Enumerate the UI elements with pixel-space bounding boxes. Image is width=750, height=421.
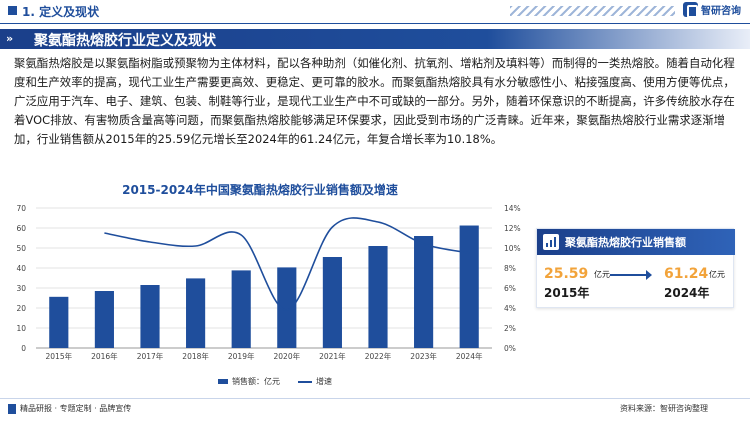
legend-line-label: 增速 xyxy=(316,377,332,386)
top-bar: 1. 定义及现状 智研咨询 xyxy=(0,0,750,24)
arrow-right-icon xyxy=(610,270,652,280)
section-square-icon xyxy=(8,6,17,15)
decorative-stripes xyxy=(510,6,675,16)
left-axis-tick-label: 60 xyxy=(16,224,26,233)
right-axis-tick-label: 2% xyxy=(504,324,516,333)
intro-paragraph: 聚氨酯热熔胶是以聚氨酯树脂或预聚物为主体材料，配以各种助剂（如催化剂、抗氧剂、增… xyxy=(14,56,735,146)
x-axis-tick-label: 2024年 xyxy=(456,351,483,361)
right-axis-tick-label: 10% xyxy=(504,244,521,253)
right-axis-tick-label: 12% xyxy=(504,224,521,233)
footer-divider xyxy=(0,398,750,399)
x-axis-tick-label: 2023年 xyxy=(410,351,437,361)
bar-chart-icon xyxy=(543,234,559,250)
left-axis-tick-label: 0 xyxy=(21,344,26,353)
x-axis-tick-label: 2017年 xyxy=(137,351,164,361)
left-axis-tick-label: 50 xyxy=(16,244,26,253)
chart-legend: 销售额：亿元 增速 xyxy=(218,376,332,387)
x-axis-tick-label: 2018年 xyxy=(182,351,209,361)
left-axis-tick-label: 70 xyxy=(16,204,26,213)
x-axis-tick-label: 2015年 xyxy=(46,351,73,361)
end-unit: 亿元 xyxy=(709,270,725,279)
start-year: 2015年 xyxy=(544,286,590,300)
legend-line-swatch xyxy=(298,380,312,383)
right-axis-tick-label: 6% xyxy=(504,284,516,293)
bar xyxy=(94,291,114,348)
right-axis-tick-label: 4% xyxy=(504,304,516,313)
chevron-icon: » xyxy=(6,32,14,45)
x-axis-tick-label: 2016年 xyxy=(91,351,118,361)
sales-summary-card: 聚氨酯热熔胶行业销售额 xyxy=(536,228,735,308)
footer-tagline: 精品研报 · 专题定制 · 品牌宣传 xyxy=(20,404,132,413)
start-unit: 亿元 xyxy=(594,270,610,279)
card-title: 聚氨酯热熔胶行业销售额 xyxy=(565,236,686,249)
end-year: 2024年 xyxy=(664,286,710,300)
right-axis-tick-label: 14% xyxy=(504,204,521,213)
end-value: 61.24 xyxy=(664,266,709,282)
x-axis-tick-label: 2021年 xyxy=(319,351,346,361)
bar xyxy=(459,225,479,348)
right-axis-tick-label: 0% xyxy=(504,344,516,353)
bar xyxy=(231,270,251,348)
page-title: 聚氨酯热熔胶行业定义及现状 xyxy=(34,33,216,49)
footer-source: 资料来源：智研咨询整理 xyxy=(620,404,708,413)
bar xyxy=(322,257,342,348)
right-axis-tick-label: 8% xyxy=(504,264,516,273)
card-header: 聚氨酯热熔胶行业销售额 xyxy=(537,229,735,255)
bar xyxy=(49,296,69,348)
bar xyxy=(368,246,388,348)
growth-rate-line xyxy=(104,217,470,311)
brand-logo: 智研咨询 xyxy=(683,2,741,18)
title-banner: » 聚氨酯热熔胶行业定义及现状 xyxy=(0,29,750,49)
start-value: 25.59 xyxy=(544,266,589,282)
bar xyxy=(277,267,297,348)
sales-chart: 0 10 20 30 40 50 60 70 0% 2% 4% 6% 8% 10% 12% 14% 2015年 2… xyxy=(16,204,521,361)
brand-logo-text: 智研咨询 xyxy=(701,6,741,17)
legend-bar-swatch xyxy=(218,379,228,384)
brand-logo-icon xyxy=(683,2,698,18)
left-axis-tick-label: 30 xyxy=(16,284,26,293)
left-axis-tick-label: 40 xyxy=(16,264,26,273)
left-axis-tick-label: 20 xyxy=(16,304,26,313)
footer-marker-icon xyxy=(8,404,16,414)
chart-title: 2015-2024年中国聚氨酯热熔胶行业销售额及增速 xyxy=(122,183,398,197)
x-axis-tick-label: 2019年 xyxy=(228,351,255,361)
left-axis-tick-label: 10 xyxy=(16,324,26,333)
x-axis-tick-label: 2020年 xyxy=(274,351,301,361)
x-axis-tick-label: 2022年 xyxy=(365,351,392,361)
bar xyxy=(140,285,160,348)
bar xyxy=(414,236,434,348)
bar xyxy=(186,278,206,348)
section-heading: 1. 定义及现状 xyxy=(22,5,100,19)
legend-bar-label: 销售额：亿元 xyxy=(232,377,280,386)
